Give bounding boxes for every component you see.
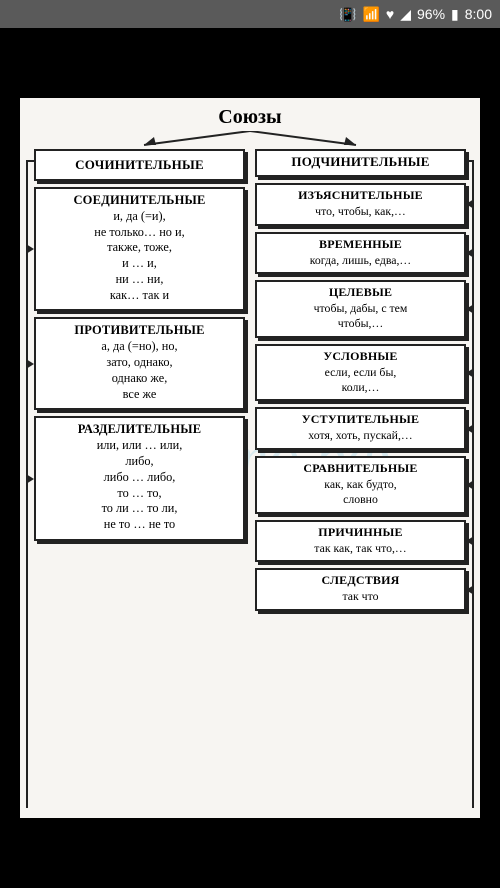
card-body: когда, лишь, едва,… xyxy=(262,253,459,268)
right-card: УСТУПИТЕЛЬНЫЕхотя, хоть, пускай,… xyxy=(255,407,466,450)
arrow-from-right xyxy=(466,480,474,490)
arrow-from-right xyxy=(466,304,474,314)
card-body: что, чтобы, как,… xyxy=(262,204,459,219)
tree-root-arrows xyxy=(34,131,466,149)
right-card: СЛЕДСТВИЯтак что xyxy=(255,568,466,611)
card-head: СРАВНИТЕЛЬНЫЕ xyxy=(262,461,459,476)
card-body: хотя, хоть, пускай,… xyxy=(262,428,459,443)
right-card: ЦЕЛЕВЫЕчтобы, дабы, с темчтобы,… xyxy=(255,280,466,337)
left-card: СОЕДИНИТЕЛЬНЫЕи, да (=и),не только… но и… xyxy=(34,187,245,311)
left-column: СОЧИНИТЕЛЬНЫЕ СОЕДИНИТЕЛЬНЫЕи, да (=и),н… xyxy=(34,149,245,611)
card-head: СЛЕДСТВИЯ xyxy=(262,573,459,588)
left-card: ПРОТИВИТЕЛЬНЫЕа, да (=но), но,зато, одна… xyxy=(34,317,245,410)
arrow-from-right xyxy=(466,424,474,434)
arrow-from-right xyxy=(466,585,474,595)
diagram-page: Стето.рф Союзы СОЧИНИТЕЛЬНЫЕ СОЕДИНИТЕЛЬ… xyxy=(20,98,480,818)
right-card: СРАВНИТЕЛЬНЫЕкак, как будто,словно xyxy=(255,456,466,513)
card-head: СОЕДИНИТЕЛЬНЫЕ xyxy=(42,193,237,208)
arrow-from-left xyxy=(26,359,34,369)
arrow-from-left xyxy=(26,244,34,254)
arrow-from-right xyxy=(466,536,474,546)
right-card: УСЛОВНЫЕесли, если бы,коли,… xyxy=(255,344,466,401)
card-body: чтобы, дабы, с темчтобы,… xyxy=(262,301,459,330)
image-viewport[interactable]: Стето.рф Союзы СОЧИНИТЕЛЬНЫЕ СОЕДИНИТЕЛЬ… xyxy=(0,28,500,888)
card-body: так как, так что,… xyxy=(262,541,459,556)
card-head: УСТУПИТЕЛЬНЫЕ xyxy=(262,412,459,427)
right-column: ПОДЧИНИТЕЛЬНЫЕ ИЗЪЯСНИТЕЛЬНЫЕчто, чтобы,… xyxy=(255,149,466,611)
card-body: или, или … или,либо,либо … либо,то … то,… xyxy=(42,438,237,532)
card-head: ЦЕЛЕВЫЕ xyxy=(262,285,459,300)
page-title: Союзы xyxy=(34,106,466,129)
clock: 8:00 xyxy=(465,6,492,22)
card-head: УСЛОВНЫЕ xyxy=(262,349,459,364)
card-head: РАЗДЕЛИТЕЛЬНЫЕ xyxy=(42,422,237,437)
arrow-from-left xyxy=(26,474,34,484)
wifi-icon: 📶 xyxy=(362,6,379,23)
card-body: а, да (=но), но,зато, однако,однако же,в… xyxy=(42,339,237,402)
card-head: ПРИЧИННЫЕ xyxy=(262,525,459,540)
card-body: если, если бы,коли,… xyxy=(262,365,459,394)
right-card: ИЗЪЯСНИТЕЛЬНЫЕчто, чтобы, как,… xyxy=(255,183,466,226)
card-body: как, как будто,словно xyxy=(262,477,459,506)
arrow-from-right xyxy=(466,199,474,209)
right-card: ВРЕМЕННЫЕкогда, лишь, едва,… xyxy=(255,232,466,275)
arrow-from-right xyxy=(466,368,474,378)
left-card: РАЗДЕЛИТЕЛЬНЫЕили, или … или,либо,либо …… xyxy=(34,416,245,540)
battery-percent: 96% xyxy=(417,6,445,22)
right-main-header: ПОДЧИНИТЕЛЬНЫЕ xyxy=(255,149,466,177)
columns: СОЧИНИТЕЛЬНЫЕ СОЕДИНИТЕЛЬНЫЕи, да (=и),н… xyxy=(34,149,466,611)
card-head: ВРЕМЕННЫЕ xyxy=(262,237,459,252)
battery-icon: ▮ xyxy=(451,6,459,23)
left-connector-rail xyxy=(26,160,28,808)
android-status-bar: 📳 📶 ♥ ◢ 96% ▮ 8:00 xyxy=(0,0,500,28)
card-head: ИЗЪЯСНИТЕЛЬНЫЕ xyxy=(262,188,459,203)
card-body: и, да (=и),не только… но и,также, тоже,и… xyxy=(42,209,237,303)
card-body: так что xyxy=(262,589,459,604)
heart-icon: ♥ xyxy=(386,6,394,22)
left-main-header: СОЧИНИТЕЛЬНЫЕ xyxy=(34,149,245,181)
arrow-from-right xyxy=(466,248,474,258)
right-card: ПРИЧИННЫЕтак как, так что,… xyxy=(255,520,466,563)
signal-icon: ◢ xyxy=(400,6,411,23)
card-head: ПРОТИВИТЕЛЬНЫЕ xyxy=(42,323,237,338)
vibrate-icon: 📳 xyxy=(339,6,356,23)
